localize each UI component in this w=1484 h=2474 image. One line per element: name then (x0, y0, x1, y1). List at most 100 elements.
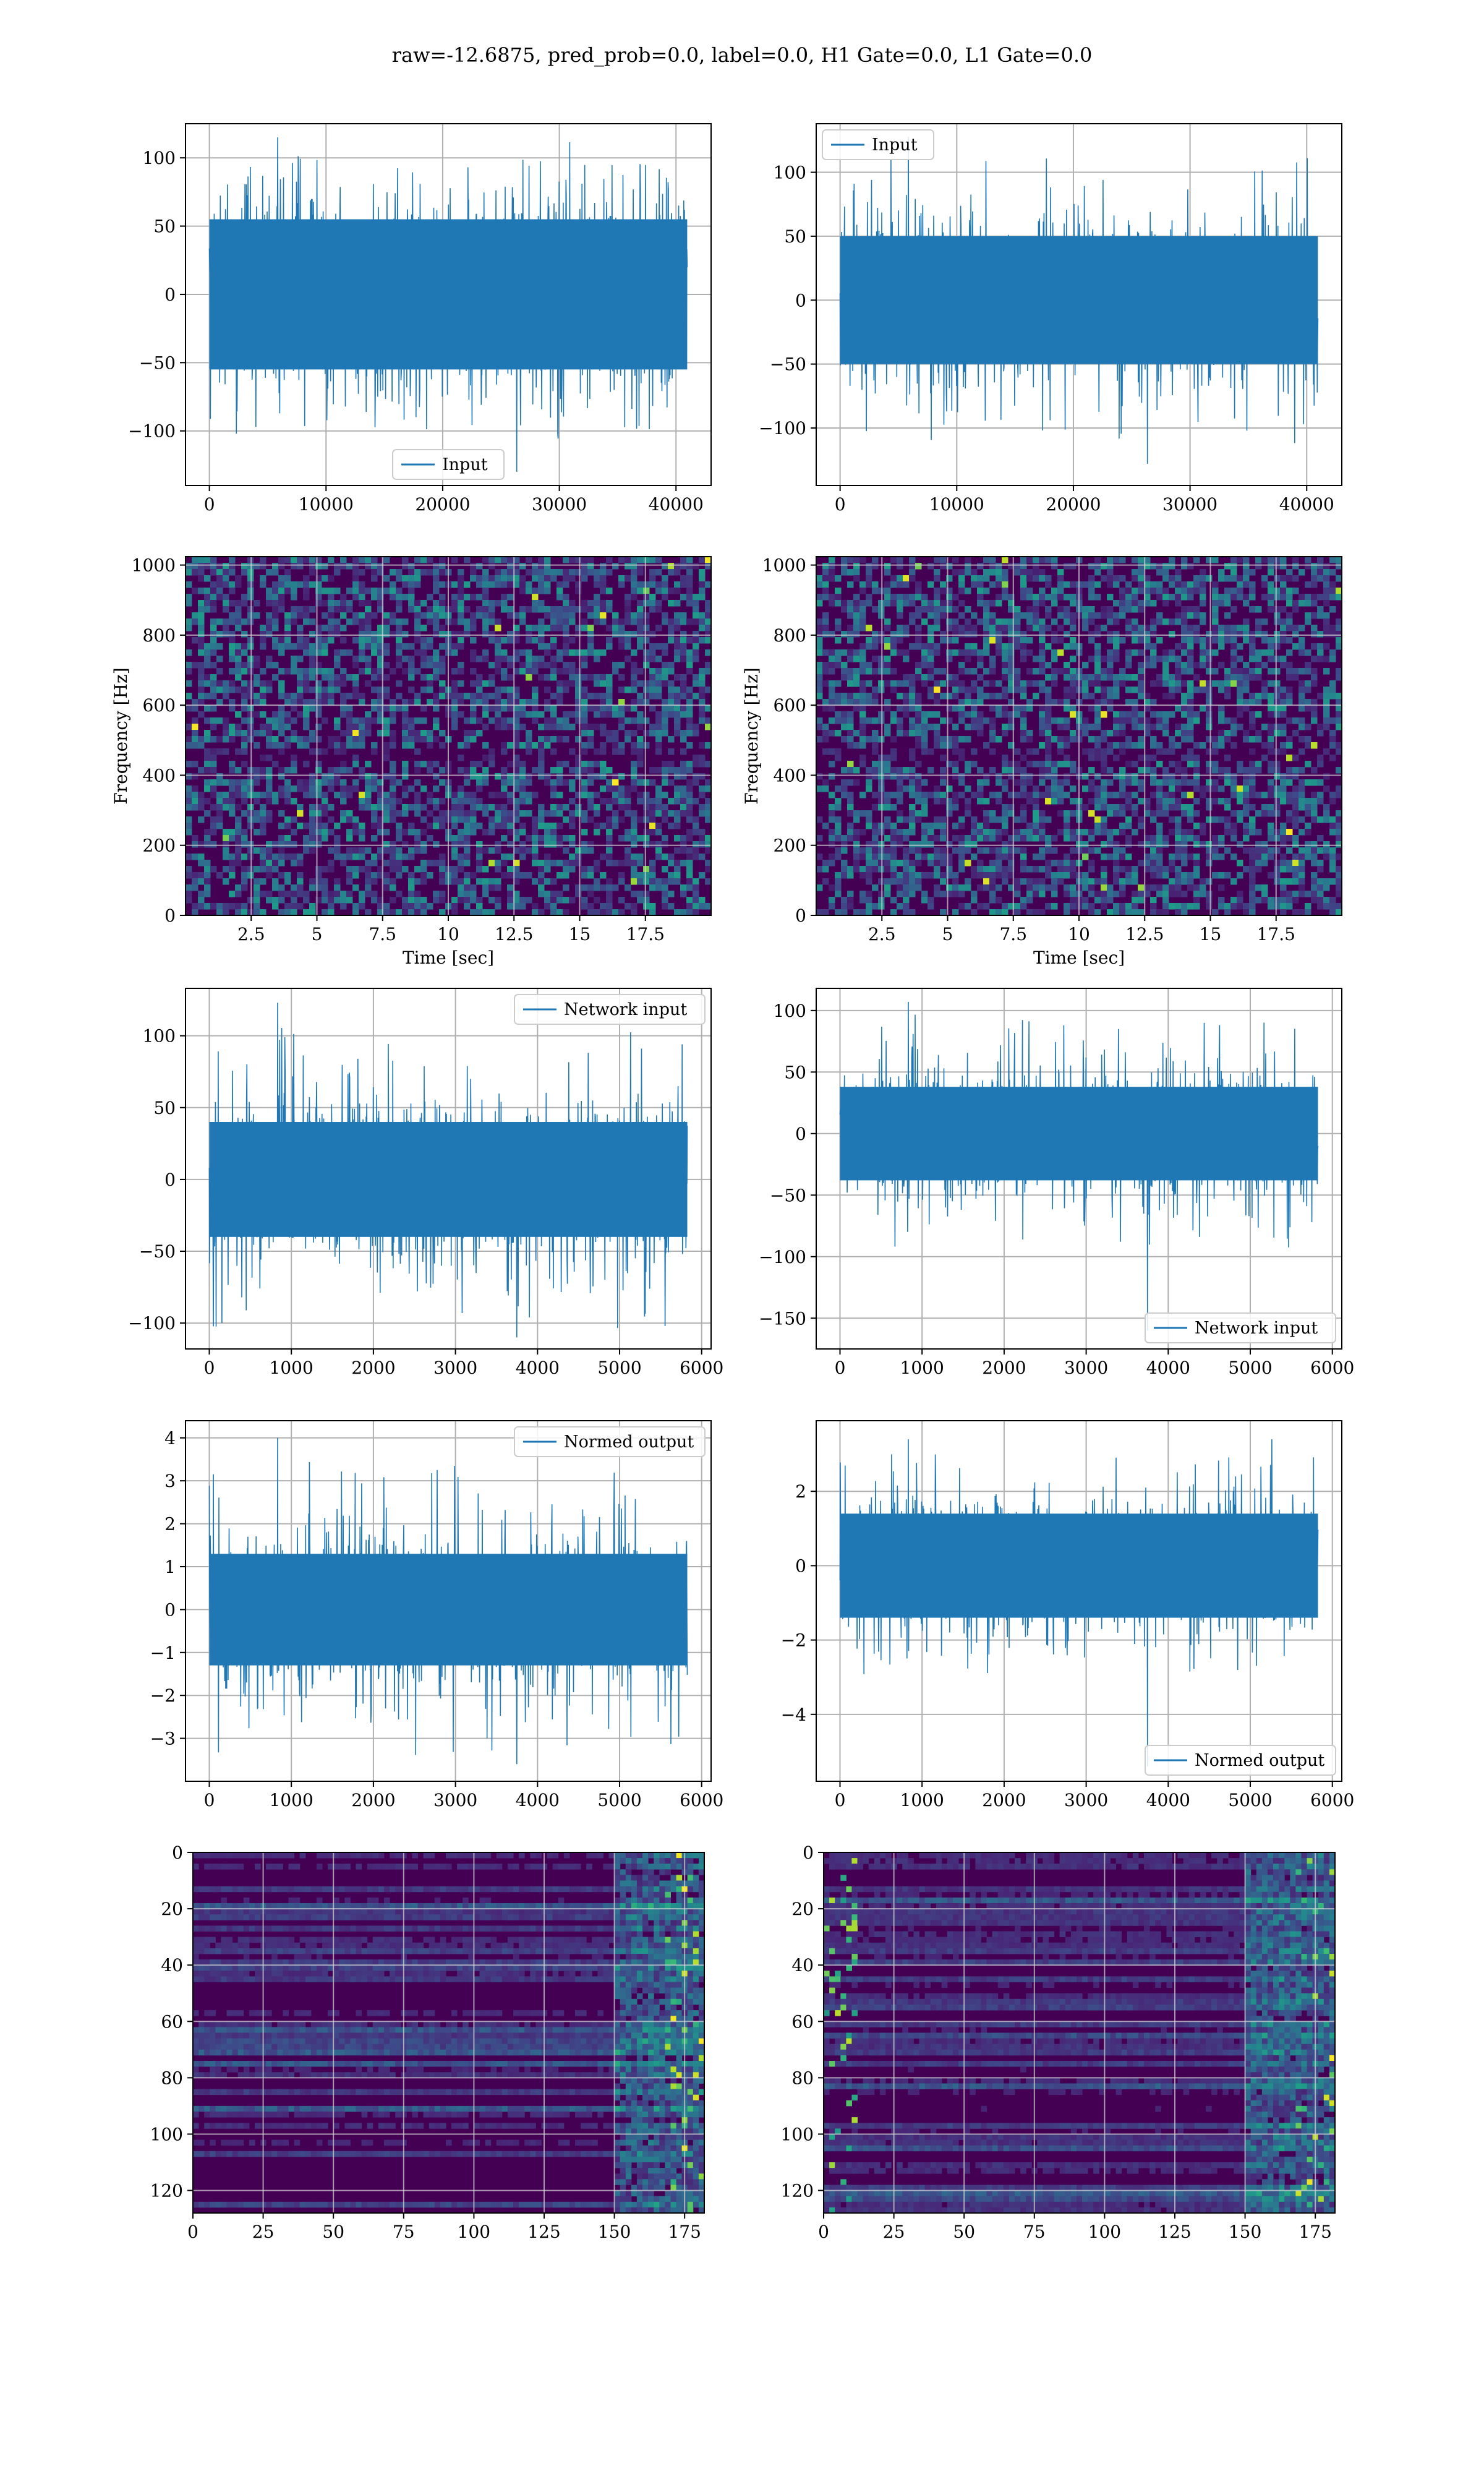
heatmap-cell (1162, 730, 1169, 737)
heatmap-cell (829, 841, 835, 848)
heatmap-cell (989, 884, 996, 891)
heatmap-cell (1014, 643, 1021, 650)
heatmap-cell (1150, 711, 1157, 718)
heatmap-cell (872, 742, 879, 749)
heatmap-cell (433, 649, 440, 656)
heatmap-cell (334, 742, 341, 749)
heatmap-cell (482, 656, 489, 662)
heatmap-cell (866, 662, 872, 669)
heatmap-cell (983, 878, 990, 885)
heatmap-cell (1113, 637, 1120, 644)
heatmap-cell (458, 866, 464, 873)
heatmap-cell (983, 606, 990, 613)
heatmap-cell (989, 618, 996, 625)
heatmap-cell (390, 841, 396, 848)
heatmap-cell (606, 816, 613, 823)
heatmap-cell (1175, 656, 1182, 662)
heatmap-cell (532, 909, 539, 916)
heatmap-cell (705, 687, 712, 693)
heatmap-cell (532, 878, 539, 885)
heatmap-cell (204, 643, 211, 650)
heatmap-cell (1008, 841, 1015, 848)
heatmap-cell (377, 804, 384, 811)
heatmap-cell (216, 643, 223, 650)
heatmap-cell (377, 674, 384, 681)
heatmap-cell (414, 557, 421, 563)
heatmap-cell (402, 656, 409, 662)
heatmap-cell (501, 860, 508, 867)
heatmap-cell (686, 569, 693, 576)
heatmap-cell (266, 767, 273, 774)
heatmap-cell (971, 909, 978, 916)
heatmap-cell (569, 841, 576, 848)
heatmap-cell (495, 724, 501, 730)
heatmap-cell (909, 891, 916, 897)
heatmap-cell (192, 872, 198, 879)
heatmap-cell (235, 909, 242, 916)
heatmap-cell (1014, 606, 1021, 613)
heatmap-cell (303, 637, 310, 644)
heatmap-cell (186, 649, 192, 656)
heatmap-cell (346, 847, 353, 854)
heatmap-cell (328, 668, 335, 675)
heatmap-cell (693, 878, 699, 885)
heatmap-cell (1101, 903, 1107, 910)
heatmap-cell (1113, 903, 1120, 910)
heatmap-cell (816, 909, 823, 916)
heatmap-cell (414, 730, 421, 737)
heatmap-cell (501, 872, 508, 879)
heatmap-cell (934, 668, 940, 675)
heatmap-cell (260, 854, 267, 860)
heatmap-cell (977, 575, 984, 582)
heatmap-cell (284, 872, 291, 879)
heatmap-cell (909, 810, 916, 817)
heatmap-cell (983, 557, 990, 563)
heatmap-cell (1156, 854, 1163, 860)
heatmap-cell (235, 581, 242, 588)
heatmap-cell (1113, 742, 1120, 749)
heatmap-cell (618, 804, 625, 811)
heatmap-cell (971, 643, 978, 650)
heatmap-cell (1119, 742, 1126, 749)
heatmap-cell (662, 581, 668, 588)
heatmap-cell (297, 557, 304, 563)
heatmap-cell (488, 804, 495, 811)
heatmap-cell (377, 563, 384, 570)
heatmap-cell (940, 631, 947, 638)
heatmap-cell (581, 674, 588, 681)
x-tick-label: 10000 (929, 494, 984, 515)
heatmap-cell (192, 730, 198, 737)
heatmap-cell (965, 711, 971, 718)
heatmap-cell (909, 755, 916, 761)
heatmap-cell (1088, 755, 1095, 761)
heatmap-cell (822, 594, 829, 601)
heatmap-cell (1020, 612, 1027, 619)
heatmap-cell (241, 705, 248, 712)
heatmap-cell (390, 810, 396, 817)
heatmap-cell (699, 618, 706, 625)
heatmap-cell (254, 866, 260, 873)
heatmap-cell (291, 909, 297, 916)
heatmap-cell (897, 872, 903, 879)
heatmap-cell (458, 798, 464, 805)
heatmap-cell (1039, 835, 1046, 842)
heatmap-cell (1175, 705, 1182, 712)
heatmap-cell (254, 891, 260, 897)
heatmap-cell (946, 872, 953, 879)
heatmap-cell (897, 878, 903, 885)
heatmap-cell (1057, 779, 1064, 786)
heatmap-cell (556, 656, 563, 662)
heatmap-cell (365, 804, 372, 811)
heatmap-cell (934, 643, 940, 650)
heatmap-cell (229, 854, 236, 860)
heatmap-cell (550, 711, 557, 718)
heatmap-cell (346, 767, 353, 774)
heatmap-cell (365, 884, 372, 891)
heatmap-cell (569, 897, 576, 904)
heatmap-cell (600, 581, 607, 588)
heatmap-cell (322, 891, 328, 897)
heatmap-cell (649, 730, 656, 737)
heatmap-cell (340, 637, 347, 644)
heatmap-cell (359, 742, 365, 749)
heatmap-cell (872, 773, 879, 780)
